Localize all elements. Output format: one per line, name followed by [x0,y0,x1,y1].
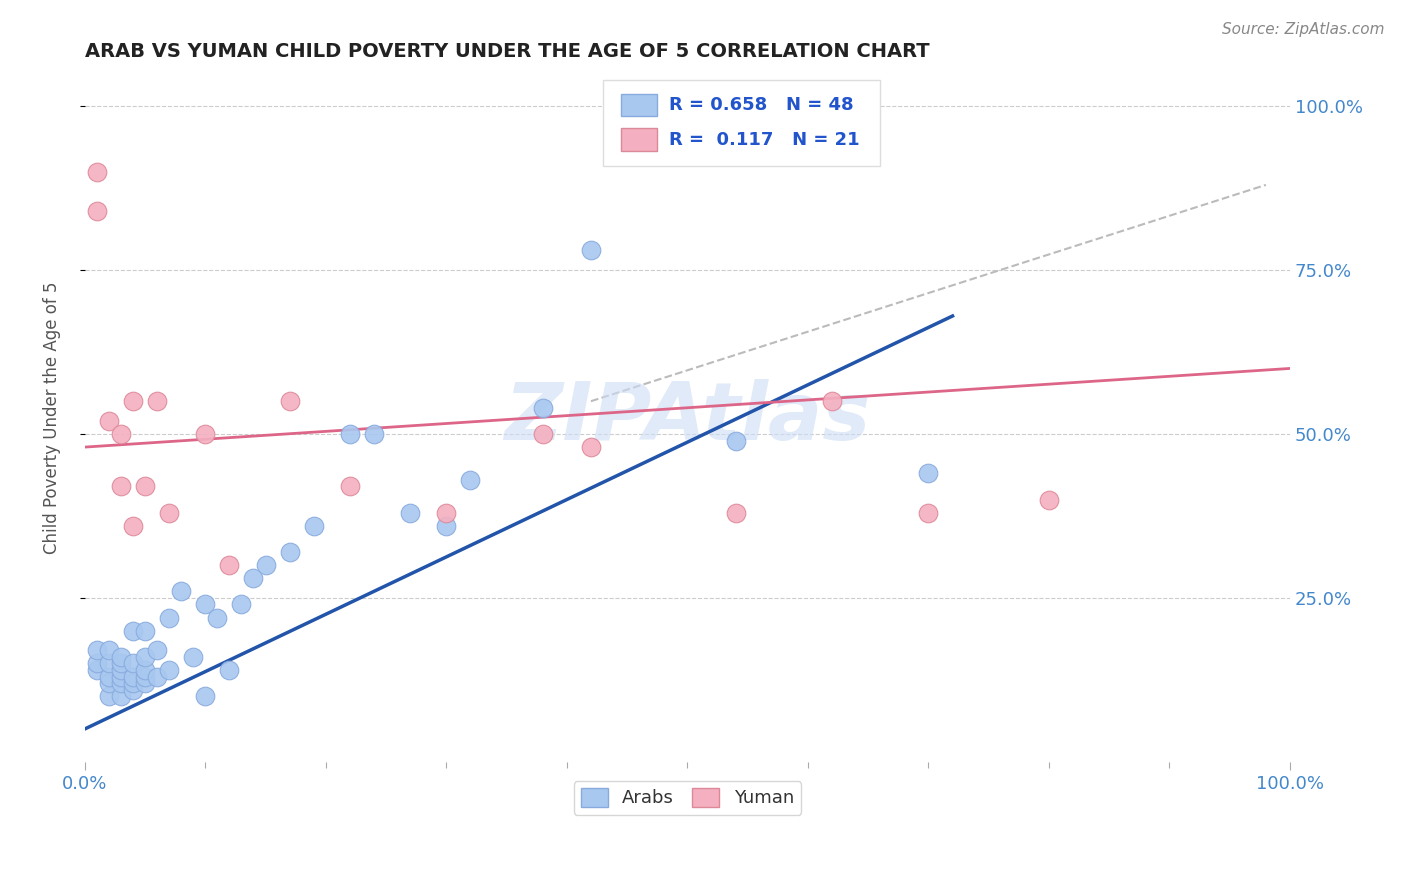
Point [231,598,253,612]
Point [194,598,217,612]
Point [579,244,602,258]
Point [218,663,240,677]
Point [194,427,217,442]
Point [242,571,264,585]
Point [122,669,145,683]
Point [122,518,145,533]
Point [110,649,132,664]
Point [278,545,301,559]
Y-axis label: Child Poverty Under the Age of 5: Child Poverty Under the Age of 5 [44,281,60,554]
Point [97,676,120,690]
Point [110,669,132,683]
Point [207,610,229,624]
Point [134,669,156,683]
Point [917,467,939,481]
Point [97,414,120,428]
Point [170,584,193,599]
Point [399,506,422,520]
Point [1038,492,1060,507]
Point [724,506,747,520]
Point [134,663,156,677]
Point [460,473,482,487]
Point [110,663,132,677]
Point [122,624,145,638]
Point [86,204,108,219]
Point [110,479,132,493]
Text: R =  0.117   N = 21: R = 0.117 N = 21 [669,130,860,148]
Point [218,558,240,573]
Point [110,657,132,671]
Point [157,663,180,677]
Point [97,690,120,704]
Text: ARAB VS YUMAN CHILD POVERTY UNDER THE AGE OF 5 CORRELATION CHART: ARAB VS YUMAN CHILD POVERTY UNDER THE AG… [84,42,929,61]
Point [579,440,602,454]
Point [146,669,169,683]
Text: R = 0.658   N = 48: R = 0.658 N = 48 [669,96,853,114]
Point [254,558,277,573]
FancyBboxPatch shape [603,80,880,166]
Point [134,676,156,690]
Point [86,165,108,179]
Point [110,690,132,704]
Point [724,434,747,448]
Point [134,624,156,638]
Point [302,518,325,533]
Point [181,649,204,664]
Text: ZIPAtlas: ZIPAtlas [505,378,870,457]
Point [917,506,939,520]
Point [122,682,145,697]
Legend: Arabs, Yuman: Arabs, Yuman [574,780,801,814]
Point [134,649,156,664]
Bar [621,94,657,116]
Point [339,479,361,493]
Point [97,669,120,683]
Point [157,506,180,520]
Point [122,657,145,671]
Point [157,610,180,624]
Text: Source: ZipAtlas.com: Source: ZipAtlas.com [1222,22,1385,37]
Point [122,394,145,409]
Point [97,643,120,657]
Point [434,506,457,520]
Point [339,427,361,442]
Point [110,676,132,690]
Point [434,518,457,533]
Point [194,690,217,704]
Point [122,676,145,690]
Bar [621,128,657,151]
Point [278,394,301,409]
Point [97,657,120,671]
Point [134,479,156,493]
Point [86,657,108,671]
Point [110,427,132,442]
Point [86,663,108,677]
Point [146,643,169,657]
Point [86,643,108,657]
Point [531,427,554,442]
Point [363,427,385,442]
Point [821,394,844,409]
Point [146,394,169,409]
Point [531,401,554,415]
